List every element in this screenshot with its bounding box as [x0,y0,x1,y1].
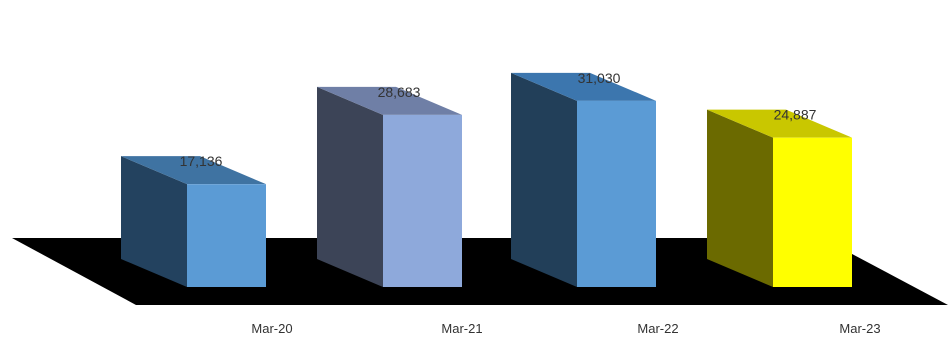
bar-mar-21 [317,86,462,287]
bar-mar-22 [511,72,656,287]
data-label: 31,030 [578,70,621,86]
x-tick-label: Mar-22 [637,321,678,336]
bar-mar-20 [121,156,266,287]
bar-top-face [121,156,266,185]
bar-side-face [317,86,383,287]
bar-front-face [187,184,266,287]
data-label: 24,887 [774,107,817,123]
x-tick-label: Mar-21 [441,321,482,336]
x-tick-label: Mar-20 [251,321,292,336]
x-axis-ticks-group: Mar-20 Mar-21 Mar-22 Mar-23 [251,321,880,336]
bar-front-face [773,137,852,287]
bars-group [121,72,852,287]
bar-top-face [511,72,656,101]
data-label: 17,136 [180,153,223,169]
bar-front-face [577,100,656,287]
data-labels-group: 17,136 28,683 31,030 24,887 [180,70,817,169]
bar-side-face [121,156,187,287]
bar-front-face [383,114,462,287]
bar-side-face [707,109,773,287]
bar-top-face [317,86,462,115]
bar-mar-23 [707,109,852,287]
bar-side-face [511,72,577,287]
x-tick-label: Mar-23 [839,321,880,336]
data-label: 28,683 [378,84,421,100]
bar-top-face [707,109,852,138]
